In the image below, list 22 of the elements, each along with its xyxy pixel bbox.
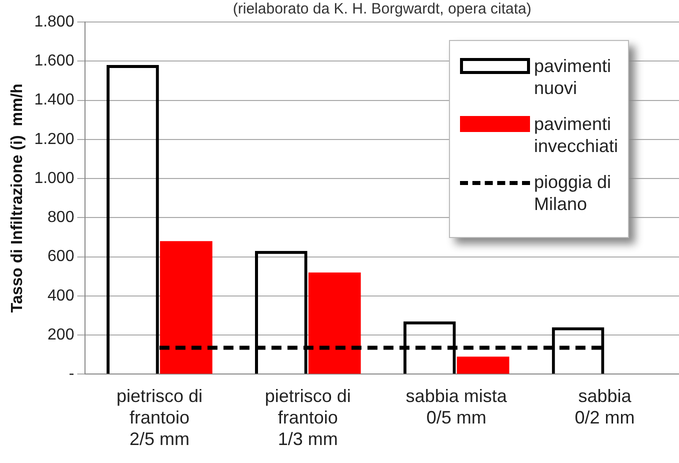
bar: [160, 241, 212, 374]
y-tick-label: 600: [48, 248, 74, 266]
y-tick-label: 1.000: [34, 170, 74, 187]
x-tick-label: sabbia 0/2 mm: [574, 386, 635, 428]
y-tick-label: 1.200: [34, 130, 74, 148]
y-tick-label: 200: [48, 326, 74, 344]
y-tick-label: 800: [48, 209, 74, 226]
y-tick-label: 400: [48, 287, 74, 304]
legend-label: pavimenti nuovi: [534, 55, 611, 99]
x-tick-label: pietrisco di frantoio 1/3 mm: [264, 386, 351, 450]
y-tick-label: 1.400: [34, 92, 74, 109]
y-tick-label: -: [68, 366, 74, 383]
legend-label: pavimenti invecchiati: [534, 113, 618, 157]
legend-label: pioggia di Milano: [534, 171, 612, 215]
x-tick-label: pietrisco di frantoio 2/5 mm: [116, 386, 202, 450]
x-tick-label: sabbia mista 0/5 mm: [406, 386, 508, 428]
bar: [308, 272, 361, 374]
y-axis-title: Tasso di Infiltrazione (i) mm/h: [9, 84, 26, 313]
y-tick-label: 1.600: [34, 52, 74, 70]
bar: [456, 356, 510, 374]
chart-title: (rielaborato da K. H. Borgwardt, opera citata): [232, 0, 532, 18]
y-tick-label: 1.800: [34, 13, 74, 30]
